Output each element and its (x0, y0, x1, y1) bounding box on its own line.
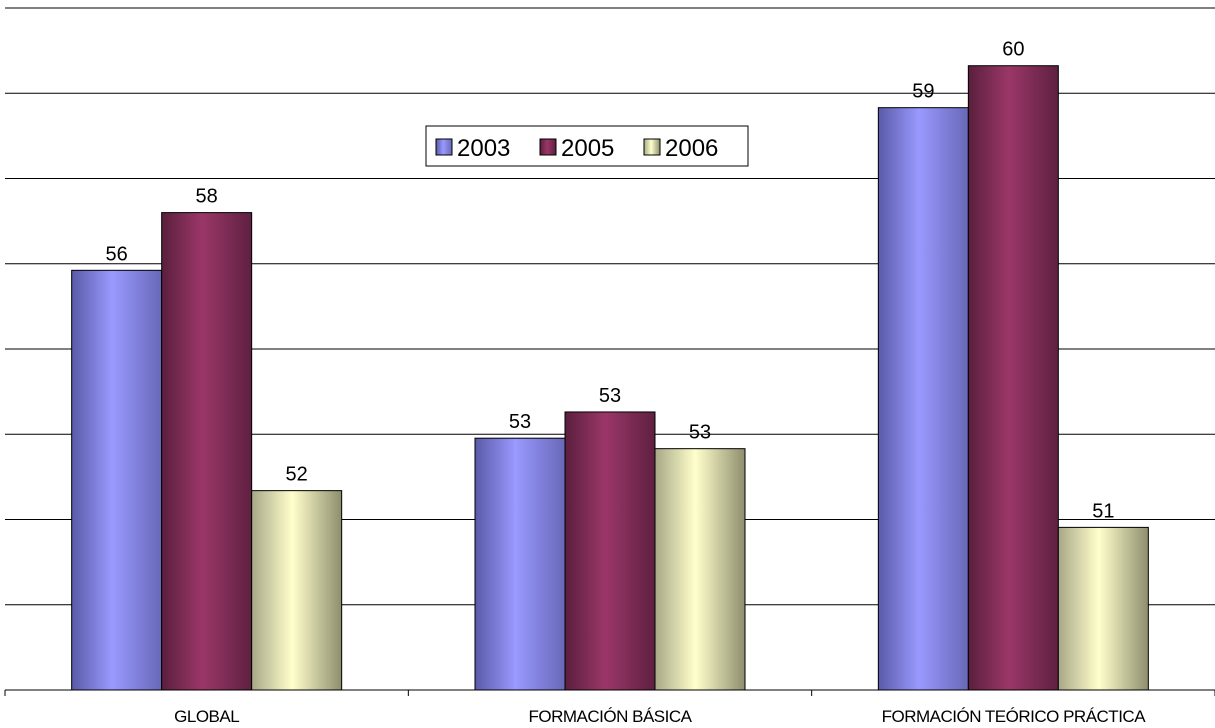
bar-2003-3 (877, 107, 969, 691)
category-label: GLOBAL (174, 707, 239, 726)
data-label: 51 (1092, 500, 1114, 522)
legend-swatch-2006 (643, 138, 661, 156)
bar-2005-3 (967, 65, 1059, 691)
legend-swatch-2003 (435, 138, 453, 156)
bar-2003-2 (474, 437, 566, 691)
data-label: 56 (106, 243, 128, 265)
x-axis: GLOBAL FORMACIÓN BÁSICA FORMACIÓN TEÓRICO … (4, 689, 1215, 726)
category-label: FORMACIÓN TEÓRICO PRÁCTICA (882, 707, 1147, 726)
legend-label-2005: 2005 (561, 135, 614, 162)
data-label: 52 (286, 464, 308, 486)
bar-2005-2 (564, 411, 656, 691)
legend-label-2006: 2006 (665, 135, 718, 162)
bars (71, 65, 1149, 691)
bar-2006-1 (251, 490, 343, 691)
data-label: 60 (1002, 39, 1024, 61)
data-label: 53 (509, 411, 531, 433)
data-labels: 56 58 52 53 53 53 59 60 51 (106, 39, 1115, 523)
data-label: 53 (689, 422, 711, 444)
data-label: 59 (912, 81, 934, 103)
legend-label-2003: 2003 (457, 135, 510, 162)
bar-2006-2 (654, 448, 746, 691)
data-label: 53 (599, 385, 621, 407)
legend: 2003 2005 2006 (425, 125, 749, 167)
category-label: FORMACIÓN BÁSICA (529, 707, 693, 726)
data-label: 58 (196, 186, 218, 208)
bar-2006-3 (1057, 526, 1149, 691)
bar-2003-1 (71, 269, 163, 691)
bar-2005-1 (161, 212, 253, 691)
legend-swatch-2005 (539, 138, 557, 156)
legend-box (425, 125, 749, 167)
